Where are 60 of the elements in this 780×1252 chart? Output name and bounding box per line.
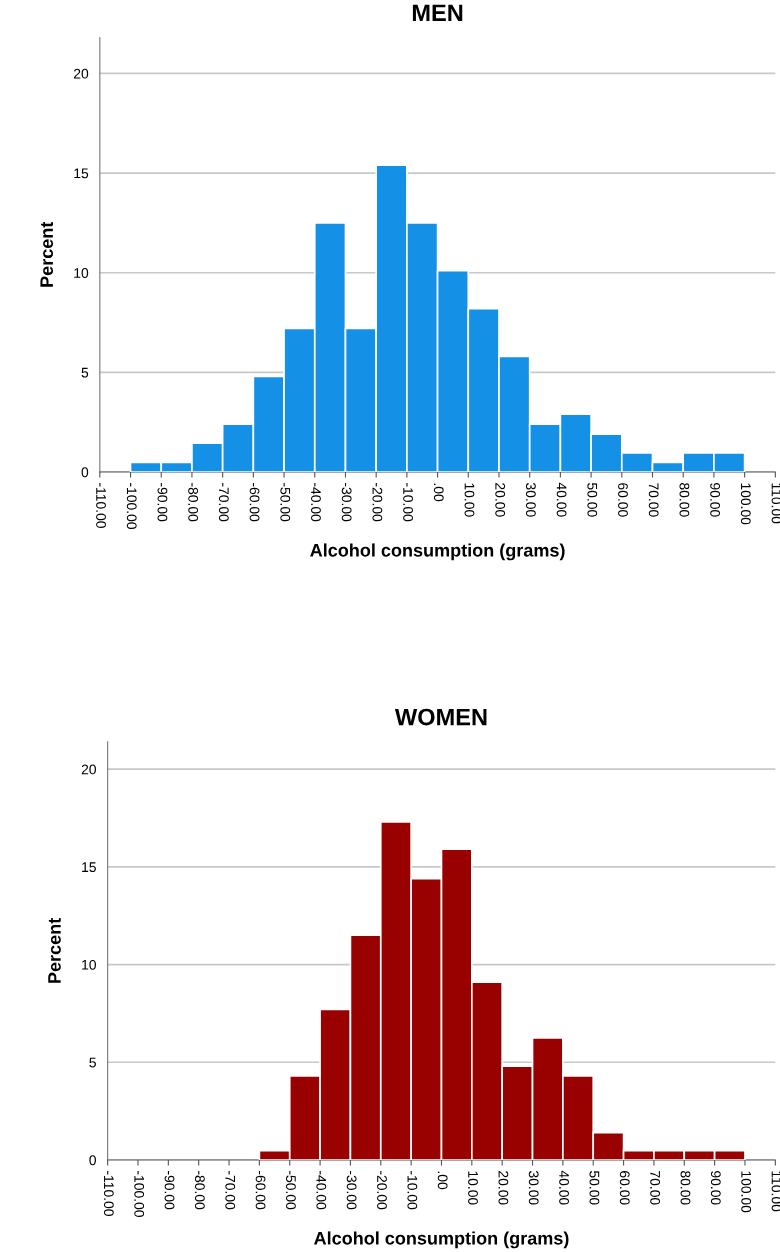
x-tick-label: -100.00 [126, 483, 137, 529]
x-tick-label: 30.00 [525, 482, 536, 517]
x-tick-label: 80.00 [679, 483, 690, 517]
y-tick-label: 10 [82, 959, 96, 970]
x-axis-title: Alcohol consumption (grams) [310, 543, 565, 561]
x-tick-label: -60.00 [249, 483, 260, 522]
y-tick-label: 15 [74, 168, 89, 179]
x-tick-label: .00 [433, 483, 444, 502]
x-tick-label: -20.00 [372, 483, 383, 522]
y-tick-label: 20 [73, 68, 89, 79]
y-tick-label: 15 [82, 862, 96, 873]
x-tick-label: -50.00 [280, 483, 291, 522]
y-tick-label: 5 [89, 1057, 96, 1068]
y-tick-label: 5 [81, 367, 89, 378]
y-tick-label: 0 [81, 467, 89, 478]
x-tick-label: .00 [437, 1171, 448, 1190]
x-tick-label: 90.00 [710, 1171, 721, 1205]
y-axis-title: Percent [40, 221, 54, 287]
x-tick-label: 60.00 [618, 483, 628, 517]
x-tick-label: 20.00 [498, 1171, 509, 1205]
x-tick-label: -40.00 [311, 483, 321, 522]
x-tick-label: -90.00 [157, 483, 168, 522]
x-tick-label: 10.00 [464, 483, 475, 517]
x-tick-label: -40.00 [316, 1171, 327, 1210]
x-tick-label: -90.00 [164, 1171, 175, 1210]
x-tick-label: 100.00 [741, 1171, 752, 1213]
x-tick-label: -80.00 [188, 483, 199, 522]
y-tick-label: 20 [81, 764, 96, 775]
x-tick-label: 30.00 [528, 1170, 539, 1205]
x-tick-label: -70.00 [218, 483, 229, 522]
x-axis-title: Alcohol consumption (grams) [314, 1231, 569, 1249]
x-tick-label: -80.00 [194, 1171, 205, 1210]
y-axis-title: Percent [48, 918, 61, 983]
y-tick-label: 10 [74, 268, 89, 278]
x-tick-label: -100.00 [134, 1171, 145, 1217]
x-tick-label: 40.00 [559, 1170, 569, 1205]
x-tick-label: 70.00 [650, 1171, 661, 1205]
chart-title: MEN [412, 4, 463, 21]
x-tick-label: -110.00 [103, 1171, 114, 1216]
x-tick-label: 20.00 [495, 483, 506, 517]
x-tick-label: 10.00 [468, 1171, 478, 1205]
x-tick-label: -30.00 [341, 483, 352, 522]
x-tick-label: -30.00 [346, 1171, 357, 1210]
x-tick-label: 60.00 [619, 1171, 630, 1205]
x-tick-label: -70.00 [225, 1171, 236, 1210]
y-tick-label: 0 [89, 1155, 96, 1166]
chart-title: WOMEN [394, 708, 487, 726]
x-tick-label: 70.00 [648, 483, 659, 517]
x-tick-label: 40.00 [556, 482, 567, 517]
x-tick-label: -20.00 [377, 1171, 387, 1210]
x-tick-label: -50.00 [286, 1171, 296, 1210]
x-tick-label: -60.00 [255, 1171, 266, 1210]
x-tick-label: -110.00 [96, 483, 106, 528]
x-tick-label: 90.00 [710, 483, 721, 517]
x-tick-label: 50.00 [589, 1170, 600, 1205]
x-tick-label: 50.00 [587, 482, 598, 517]
x-tick-label: 80.00 [680, 1171, 691, 1205]
x-tick-label: 100.00 [740, 483, 751, 525]
x-tick-label: -10.00 [407, 1171, 418, 1210]
x-tick-label: -10.00 [403, 483, 413, 522]
